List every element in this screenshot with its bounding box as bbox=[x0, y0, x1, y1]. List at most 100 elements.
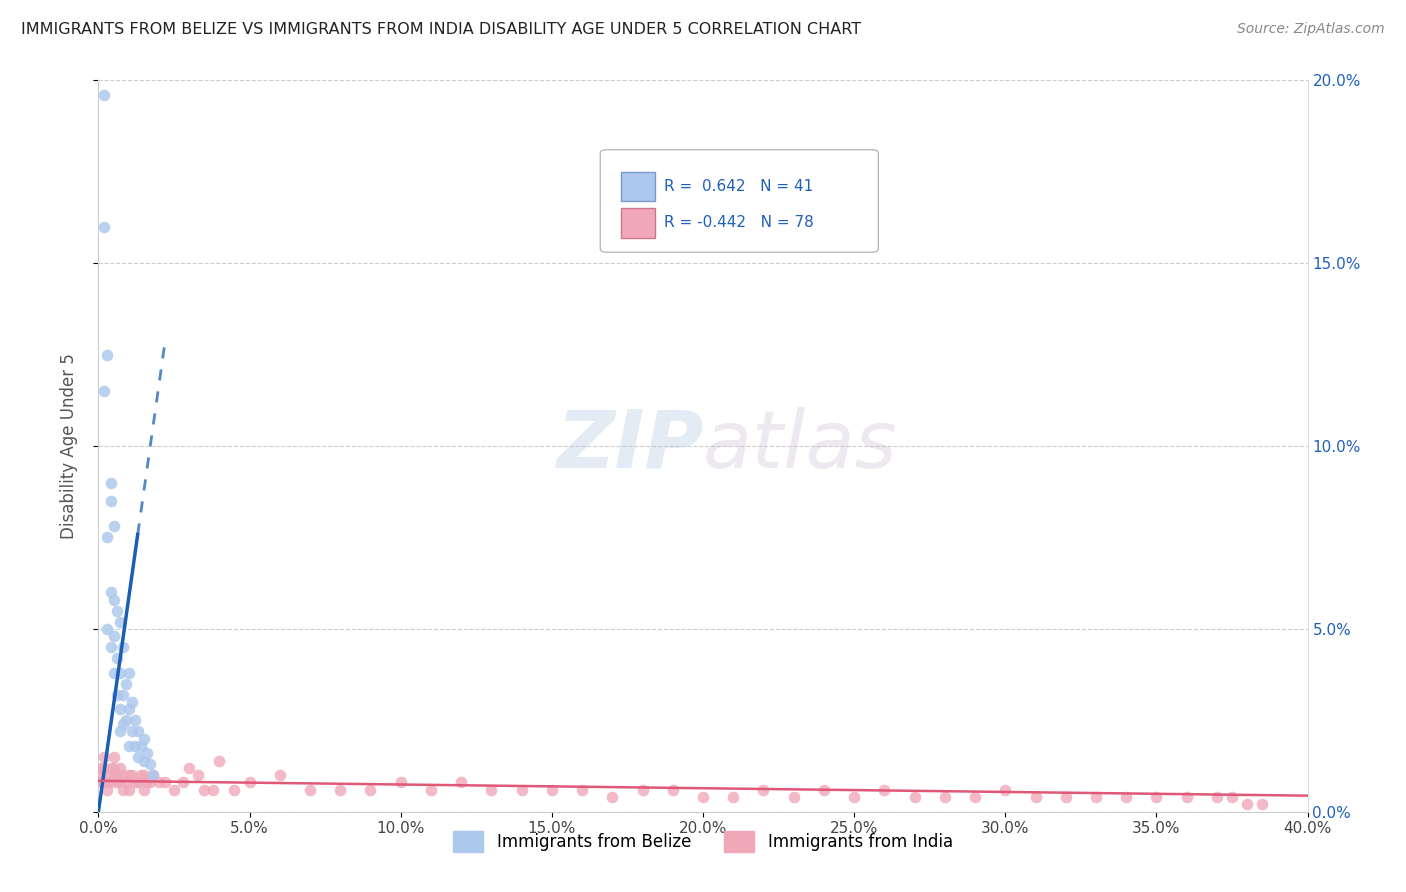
Point bbox=[129, 768, 152, 782]
Point bbox=[965, 790, 987, 805]
Point bbox=[108, 615, 131, 629]
Point bbox=[1220, 790, 1243, 805]
Point bbox=[118, 782, 141, 797]
Point bbox=[118, 739, 141, 753]
FancyBboxPatch shape bbox=[621, 208, 655, 237]
Text: Source: ZipAtlas.com: Source: ZipAtlas.com bbox=[1237, 22, 1385, 37]
Point bbox=[114, 775, 136, 789]
Point bbox=[1236, 797, 1258, 812]
Point bbox=[1115, 790, 1137, 805]
Point bbox=[934, 790, 956, 805]
Point bbox=[420, 782, 443, 797]
Point bbox=[90, 761, 112, 775]
Point bbox=[269, 768, 291, 782]
Point bbox=[105, 651, 128, 665]
Point bbox=[135, 746, 157, 760]
Point bbox=[93, 87, 115, 102]
Point bbox=[139, 775, 162, 789]
Point bbox=[118, 702, 141, 716]
Point bbox=[132, 768, 155, 782]
Text: R =  0.642   N = 41: R = 0.642 N = 41 bbox=[664, 178, 814, 194]
Point bbox=[1175, 790, 1198, 805]
Point bbox=[139, 757, 162, 772]
Point bbox=[329, 782, 352, 797]
Point bbox=[103, 519, 125, 533]
Point bbox=[389, 775, 412, 789]
Point bbox=[111, 640, 134, 655]
Point bbox=[602, 790, 624, 805]
Text: IMMIGRANTS FROM BELIZE VS IMMIGRANTS FROM INDIA DISABILITY AGE UNDER 5 CORRELATI: IMMIGRANTS FROM BELIZE VS IMMIGRANTS FRO… bbox=[21, 22, 862, 37]
Point bbox=[103, 592, 125, 607]
Point bbox=[100, 775, 122, 789]
Point bbox=[118, 768, 141, 782]
Y-axis label: Disability Age Under 5: Disability Age Under 5 bbox=[59, 353, 77, 539]
Point bbox=[510, 782, 533, 797]
Point bbox=[103, 761, 125, 775]
Point bbox=[111, 782, 134, 797]
Point bbox=[202, 782, 225, 797]
Point bbox=[783, 790, 806, 805]
Point bbox=[163, 782, 186, 797]
Legend: Immigrants from Belize, Immigrants from India: Immigrants from Belize, Immigrants from … bbox=[447, 824, 959, 858]
Point bbox=[153, 775, 176, 789]
Point bbox=[132, 782, 155, 797]
Point bbox=[96, 622, 118, 636]
Point bbox=[179, 761, 201, 775]
Point bbox=[661, 782, 683, 797]
Point bbox=[90, 768, 112, 782]
Point bbox=[108, 702, 131, 716]
Point bbox=[108, 724, 131, 739]
Point bbox=[360, 782, 382, 797]
Point bbox=[108, 665, 131, 680]
Point bbox=[118, 665, 141, 680]
Point bbox=[100, 585, 122, 599]
Point bbox=[1251, 797, 1274, 812]
Point bbox=[100, 640, 122, 655]
Point bbox=[1206, 790, 1229, 805]
Point bbox=[129, 739, 152, 753]
Point bbox=[96, 782, 118, 797]
Point bbox=[124, 714, 146, 728]
Point bbox=[132, 731, 155, 746]
Point bbox=[142, 768, 165, 782]
Point bbox=[93, 749, 115, 764]
Point bbox=[121, 724, 143, 739]
Point bbox=[105, 603, 128, 617]
Point bbox=[111, 717, 134, 731]
Point bbox=[127, 724, 149, 739]
Point bbox=[121, 695, 143, 709]
Point bbox=[93, 384, 115, 398]
Point bbox=[1085, 790, 1108, 805]
Point bbox=[103, 768, 125, 782]
Point bbox=[121, 768, 143, 782]
Text: atlas: atlas bbox=[703, 407, 898, 485]
Point bbox=[148, 775, 170, 789]
Point bbox=[111, 688, 134, 702]
Point bbox=[108, 761, 131, 775]
Point bbox=[93, 219, 115, 234]
Point bbox=[100, 761, 122, 775]
Point bbox=[111, 768, 134, 782]
Point bbox=[93, 775, 115, 789]
Point bbox=[299, 782, 322, 797]
Point bbox=[124, 739, 146, 753]
Point bbox=[96, 775, 118, 789]
Point bbox=[127, 775, 149, 789]
Point bbox=[105, 775, 128, 789]
Point bbox=[127, 749, 149, 764]
Point bbox=[96, 347, 118, 362]
Point bbox=[813, 782, 835, 797]
Point bbox=[1054, 790, 1077, 805]
Text: ZIP: ZIP bbox=[555, 407, 703, 485]
Point bbox=[142, 768, 165, 782]
Point bbox=[105, 688, 128, 702]
Point bbox=[124, 775, 146, 789]
Point bbox=[114, 714, 136, 728]
Text: R = -0.442   N = 78: R = -0.442 N = 78 bbox=[664, 215, 814, 230]
Point bbox=[90, 775, 112, 789]
Point bbox=[631, 782, 654, 797]
Point bbox=[96, 768, 118, 782]
Point bbox=[93, 761, 115, 775]
Point bbox=[571, 782, 593, 797]
Point bbox=[114, 676, 136, 690]
